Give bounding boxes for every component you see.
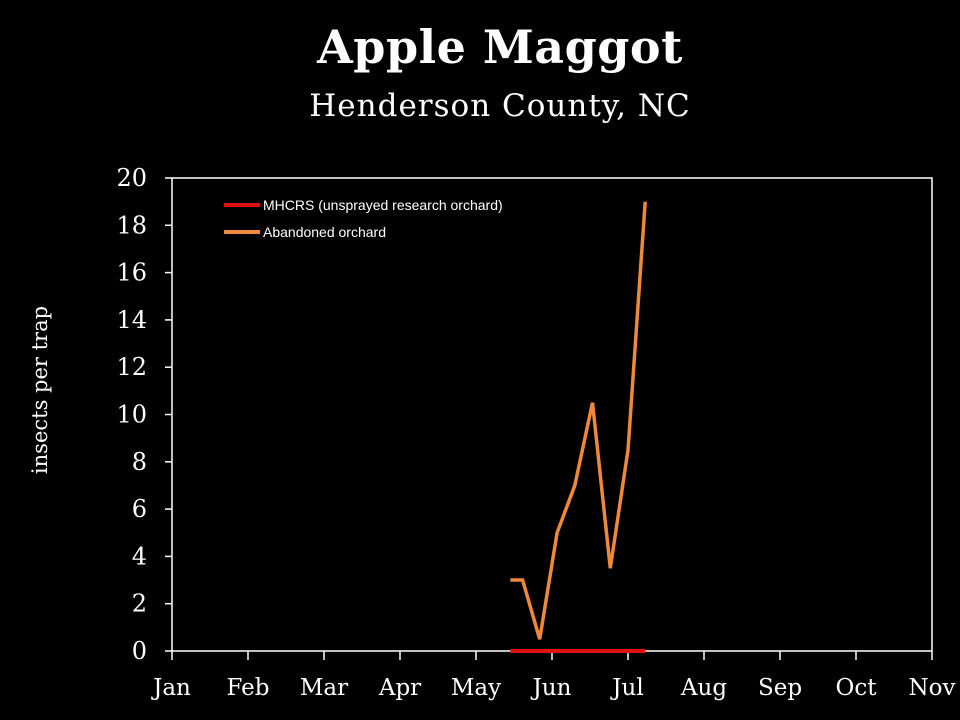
x-tick-label: Aug <box>680 675 727 701</box>
x-tick-label: Nov <box>909 675 956 701</box>
plot-area-frame <box>171 177 933 652</box>
series-group <box>510 201 647 653</box>
y-tick-label: 0 <box>132 637 147 665</box>
series-line <box>510 201 647 640</box>
y-tick-label: 8 <box>132 448 147 476</box>
x-tick-label: Apr <box>378 675 421 701</box>
y-tick-label: 18 <box>116 211 147 239</box>
x-tick-label: May <box>451 675 501 701</box>
y-tick-label: 14 <box>116 306 147 334</box>
x-tick-label: Sep <box>758 675 802 701</box>
y-tick-label: 10 <box>116 401 147 429</box>
y-tick-label: 12 <box>116 353 147 381</box>
x-tick-label: Oct <box>836 675 878 701</box>
legend-label: MHCRS (unsprayed research orchard) <box>263 197 503 213</box>
chart-subtitle: Henderson County, NC <box>309 88 691 124</box>
x-tick-label: Feb <box>226 675 269 701</box>
y-axis-label: insects per trap <box>28 306 52 474</box>
y-tick-label: 20 <box>116 164 147 192</box>
legend-label: Abandoned orchard <box>263 224 386 240</box>
axes: 0 2 4 6 8 10 12 14 16 18 20 Jan Feb Mar Apr May Jun Jul Au… <box>116 164 955 701</box>
y-tick-label: 16 <box>116 259 147 287</box>
legend: MHCRS (unsprayed research orchard) Abando… <box>224 197 503 240</box>
y-tick-label: 6 <box>132 495 147 523</box>
x-tick-label: Jan <box>151 675 191 701</box>
y-tick-label: 2 <box>132 590 147 618</box>
x-tick-label: Jun <box>531 675 572 701</box>
y-tick-label: 4 <box>132 542 147 570</box>
x-tick-label: Mar <box>300 675 348 701</box>
chart-title: Apple Maggot <box>317 20 683 74</box>
x-tick-label: Jul <box>610 675 643 701</box>
